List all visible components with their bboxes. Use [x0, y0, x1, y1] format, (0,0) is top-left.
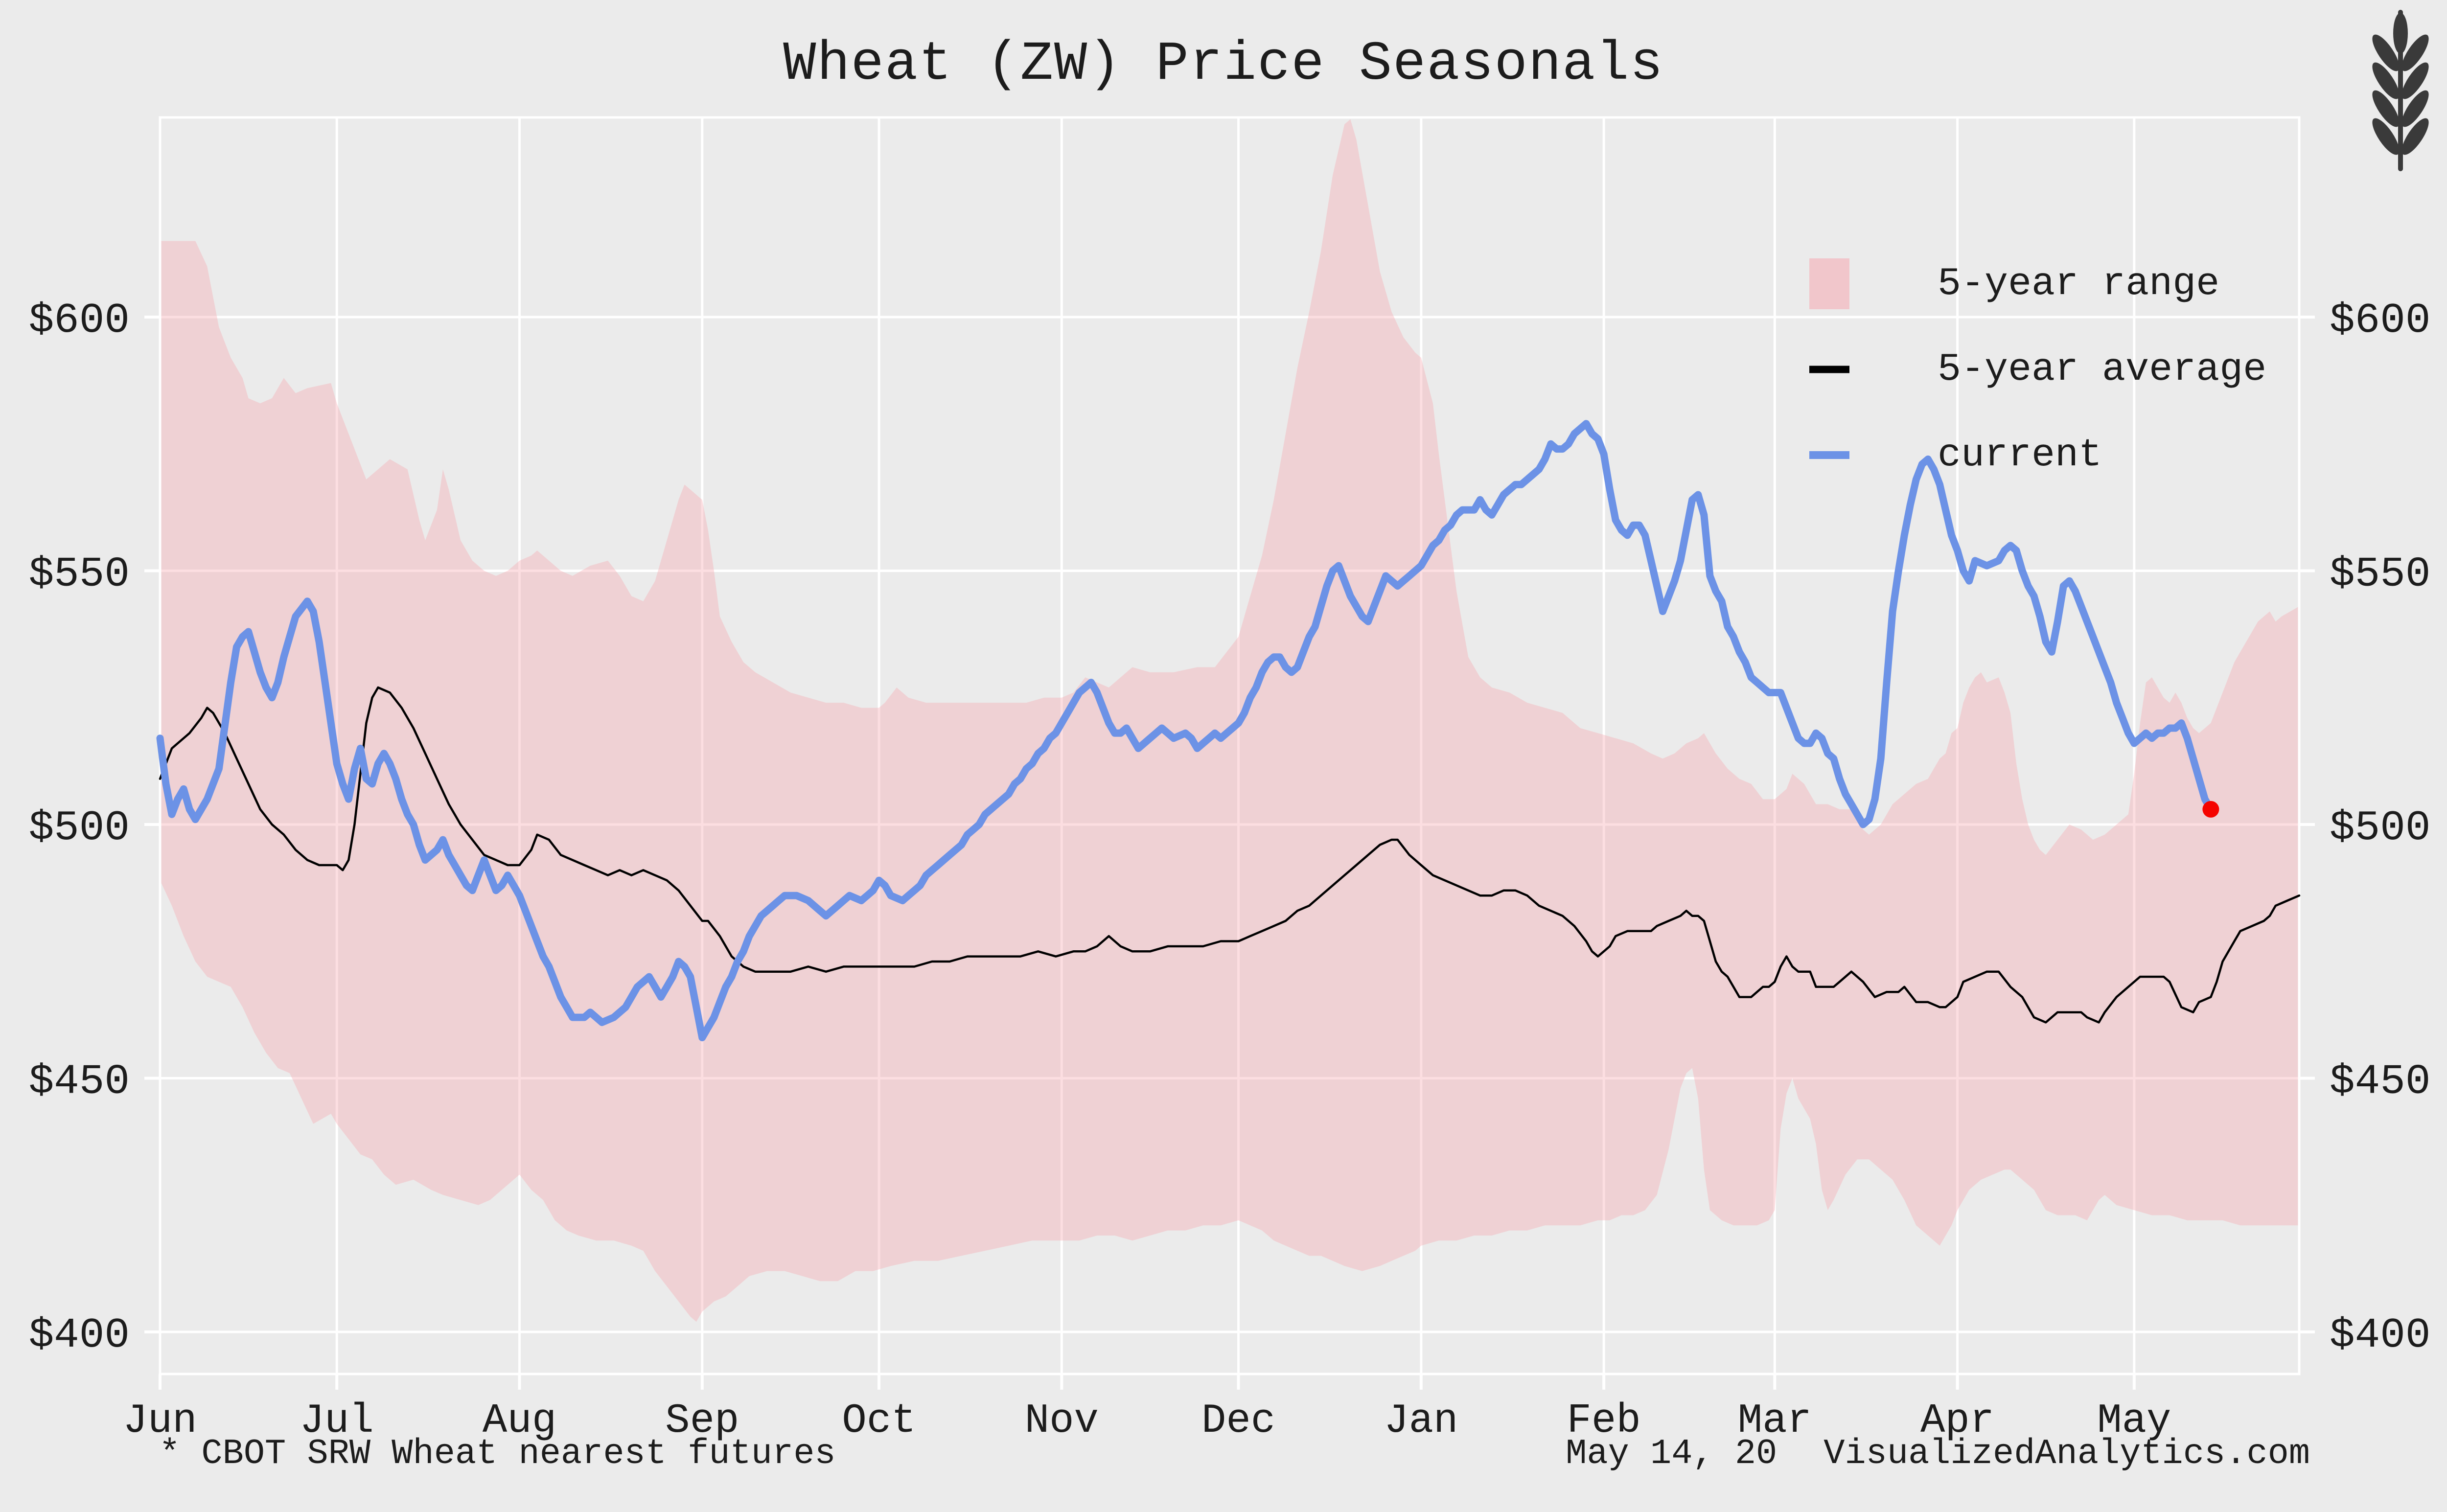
wheat-grain	[2372, 34, 2400, 71]
y-axis-label-left: $550	[29, 550, 130, 598]
y-axis-label-left: $500	[29, 804, 130, 852]
x-axis-month-label: Jun	[123, 1398, 197, 1444]
x-axis-month-label: Aug	[483, 1398, 556, 1444]
y-axis-label-left: $600	[29, 297, 130, 344]
legend-current-label: current	[1938, 433, 2102, 478]
latest-price-dot	[2202, 801, 2219, 818]
wheat-icon	[2372, 10, 2429, 171]
wheat-glyph	[2372, 10, 2429, 171]
legend-range-label: 5-year range	[1938, 261, 2220, 306]
average-swatch	[1809, 366, 1849, 373]
wheat-grain	[2401, 34, 2429, 71]
x-axis-month-label: Apr	[1920, 1398, 1994, 1444]
x-axis-month-label: Sep	[665, 1398, 739, 1444]
chart-title: Wheat (ZW) Price Seasonals	[783, 33, 1664, 95]
x-axis-month-label: Dec	[1201, 1398, 1275, 1444]
wheat-grain	[2401, 90, 2429, 127]
legend-average-label: 5-year average	[1938, 347, 2267, 392]
y-axis-label-left: $450	[29, 1058, 130, 1106]
current-year-line	[156, 420, 2215, 1041]
current-swatch	[1809, 451, 1849, 459]
x-axis-month-label: May	[2097, 1398, 2171, 1444]
x-axis-month-label: Feb	[1567, 1398, 1641, 1444]
axis-tick-labels: $400 $400 $450 $450 $500 $500 $550 $550 $600 $600…	[29, 297, 2431, 1444]
y-axis-label-right: $450	[2330, 1058, 2430, 1106]
wheat-grain	[2401, 62, 2429, 99]
footer-site: VisualizedAnalytics.com	[1824, 1434, 2310, 1474]
x-axis-month-label: Jan	[1384, 1398, 1458, 1444]
x-axis-month-label: Jul	[300, 1398, 374, 1444]
price-lines	[156, 420, 2301, 1041]
wheat-grain	[2372, 90, 2400, 127]
y-axis-label-right: $400	[2330, 1311, 2430, 1359]
x-axis-month-label: Mar	[1738, 1398, 1812, 1444]
y-axis-label-left: $400	[29, 1311, 130, 1359]
y-axis-label-right: $600	[2330, 297, 2430, 344]
footnote: * CBOT SRW Wheat nearest futures	[159, 1434, 836, 1474]
y-axis-label-right: $500	[2330, 804, 2430, 852]
wheat-grain	[2393, 13, 2408, 54]
wheat-grain	[2401, 118, 2429, 155]
wheat-grain	[2372, 62, 2400, 99]
y-axis-label-right: $550	[2330, 550, 2430, 598]
range-band-area	[160, 119, 2299, 1322]
x-axis-month-label: Oct	[842, 1398, 916, 1444]
x-axis-month-label: Nov	[1025, 1398, 1099, 1444]
five-year-range-band	[160, 119, 2299, 1322]
range-swatch	[1809, 258, 1849, 309]
five-year-average-line	[159, 686, 2301, 1024]
wheat-grain	[2372, 118, 2400, 155]
footer-date: May 14, 20	[1566, 1434, 1778, 1474]
footer-right: May 14, 20 VisualizedAnalytics.com	[1566, 1434, 2310, 1474]
